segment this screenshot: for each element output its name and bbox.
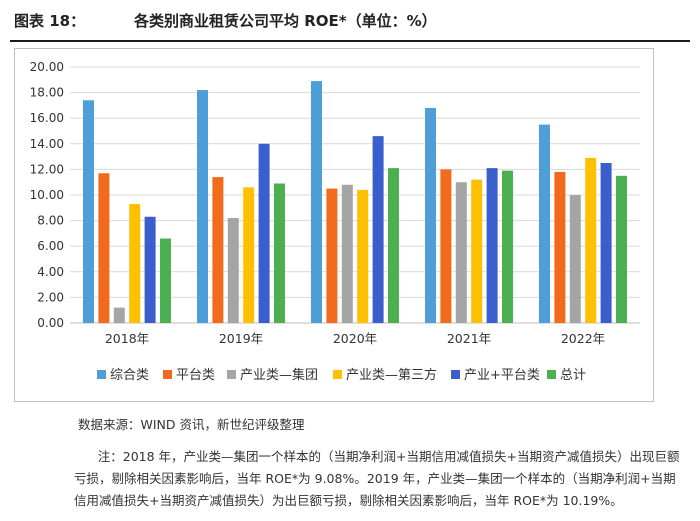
bar: [502, 170, 513, 323]
legend-swatch: [163, 370, 172, 379]
legend-label: 产业类—第三方: [346, 367, 437, 383]
footnote: 注：2018 年，产业类—集团一个样本的（当期净利润+当期信用减值损失+当期资产…: [74, 446, 688, 512]
footnote-text: 注：2018 年，产业类—集团一个样本的（当期净利润+当期信用减值损失+当期资产…: [74, 449, 680, 508]
legend-label: 平台类: [176, 368, 215, 383]
bar: [83, 100, 94, 323]
x-tick-label: 2022年: [561, 331, 605, 346]
chart-title: 各类别商业租赁公司平均 ROE*（单位：%）: [134, 12, 437, 30]
bar: [600, 163, 612, 323]
y-tick-label: 12.00: [30, 162, 64, 176]
y-tick-label: 18.00: [30, 86, 64, 100]
bar: [341, 184, 353, 323]
bar: [144, 216, 156, 323]
bar: [160, 238, 171, 323]
bar: [372, 136, 384, 323]
bar: [212, 177, 224, 323]
bar: [554, 171, 566, 323]
figure-header: 图表 18： 各类别商业租赁公司平均 ROE*（单位：%）: [14, 10, 437, 31]
y-tick-label: 0.00: [37, 316, 64, 330]
bar: [243, 187, 255, 323]
bar: [486, 168, 498, 323]
y-tick-label: 14.00: [30, 137, 64, 151]
bar: [388, 168, 399, 323]
y-tick-label: 16.00: [30, 111, 64, 125]
bar: [425, 107, 436, 324]
legend-swatch: [451, 370, 460, 379]
bar: [539, 124, 550, 323]
bar: [98, 173, 110, 323]
y-tick-label: 8.00: [37, 214, 64, 228]
legend-label: 产业类—集团: [240, 367, 318, 383]
bar: [129, 203, 141, 323]
legend-label: 总计: [560, 368, 586, 383]
chart-container: 0.00 2.00 4.00 6.00 8.00 10.00 12.00 14.00 16.00…: [14, 48, 654, 402]
y-tick-label: 2.00: [37, 290, 64, 304]
bar: [258, 143, 270, 323]
bar: [227, 218, 239, 323]
bar: [455, 182, 467, 323]
bar-chart: 0.00 2.00 4.00 6.00 8.00 10.00 12.00 14.00 16.00…: [30, 60, 640, 383]
bar: [326, 188, 338, 323]
x-tick-label: 2020年: [333, 331, 377, 346]
legend-label: 综合类: [110, 368, 149, 383]
bar: [616, 175, 627, 323]
legend-swatch: [97, 370, 106, 379]
x-tick-label: 2021年: [447, 331, 491, 346]
data-source: 数据来源：WIND 资讯，新世纪评级整理: [78, 417, 305, 432]
legend-label: 产业+平台类: [464, 368, 540, 383]
bar: [357, 189, 369, 323]
legend-swatch: [333, 370, 342, 379]
bar: [113, 307, 125, 323]
bar: [471, 179, 483, 323]
legend-swatch: [547, 370, 556, 379]
y-tick-label: 6.00: [37, 239, 64, 253]
y-tick-label: 4.00: [37, 265, 64, 279]
y-tick-label: 20.00: [30, 60, 64, 74]
x-tick-label: 2018年: [105, 331, 149, 346]
bar: [311, 81, 322, 323]
legend-swatch: [227, 370, 236, 379]
bar: [585, 157, 597, 323]
bar: [440, 169, 452, 323]
figure-label: 图表 18：: [14, 12, 86, 30]
bar: [197, 90, 208, 323]
bar: [274, 183, 285, 323]
x-tick-label: 2019年: [219, 331, 263, 346]
title-divider: [10, 40, 690, 42]
bar: [569, 195, 581, 323]
y-tick-label: 10.00: [30, 188, 64, 202]
